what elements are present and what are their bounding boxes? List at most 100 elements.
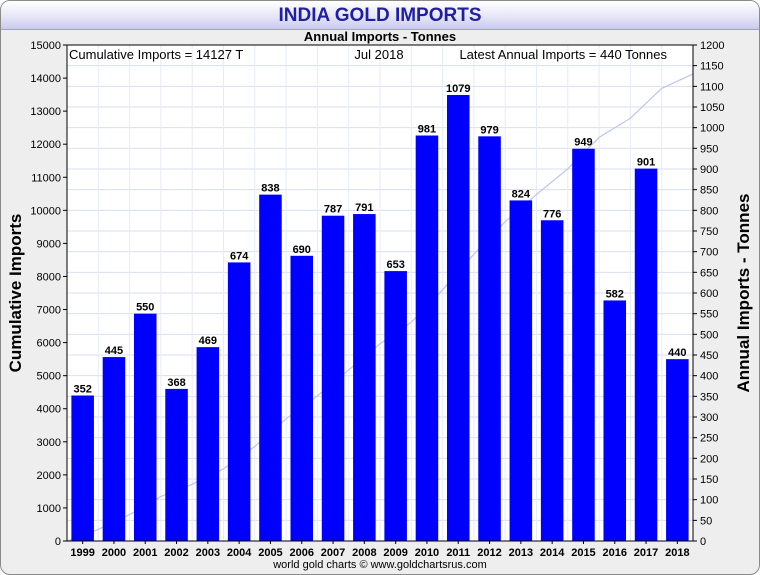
right-tick-label: 250	[700, 433, 718, 445]
bar-value-label: 690	[293, 244, 311, 256]
x-tick-label: 1999	[70, 547, 94, 559]
left-tick-label: 11000	[31, 172, 61, 184]
right-tick-label: 1000	[700, 123, 724, 135]
right-tick-label: 800	[700, 205, 718, 217]
x-tick-label: 2018	[665, 547, 689, 559]
bar-2001	[133, 313, 157, 541]
chart-footer: world gold charts © www.goldchartsrus.co…	[272, 559, 487, 571]
right-tick-label: 50	[700, 515, 712, 527]
right-tick-label: 500	[700, 329, 718, 341]
bar-2004	[227, 262, 251, 541]
x-tick-label: 2010	[415, 547, 439, 559]
y-axis-left-title: Cumulative Imports	[6, 214, 25, 373]
right-tick-label: 850	[700, 185, 718, 197]
annotation-latest: Latest Annual Imports = 440 Tonnes	[459, 47, 667, 62]
right-tick-label: 600	[700, 288, 718, 300]
right-tick-label: 950	[700, 143, 718, 155]
left-tick-label: 8000	[37, 271, 61, 283]
left-tick-label: 0	[55, 536, 61, 548]
left-tick-label: 15000	[30, 40, 61, 52]
right-tick-label: 750	[700, 226, 718, 238]
left-tick-label: 13000	[30, 106, 61, 118]
bar-value-label: 981	[418, 124, 436, 136]
bar-value-label: 1079	[446, 83, 470, 95]
right-tick-label: 200	[700, 453, 718, 465]
bar-value-label: 550	[136, 302, 154, 314]
bar-2005	[259, 194, 282, 542]
right-tick-label: 100	[700, 495, 718, 507]
bar-value-label: 824	[512, 188, 531, 200]
bar-value-label: 653	[386, 259, 404, 271]
right-tick-label: 1100	[700, 81, 724, 93]
bar-value-label: 979	[480, 124, 498, 136]
bar-value-label: 776	[543, 208, 561, 220]
right-tick-label: 650	[700, 267, 718, 279]
bar-2000	[102, 357, 126, 541]
right-tick-label: 350	[700, 391, 718, 403]
right-tick-label: 550	[700, 309, 718, 321]
x-tick-label: 2009	[383, 547, 407, 559]
bar-value-label: 838	[261, 183, 279, 195]
x-tick-label: 2004	[227, 547, 252, 559]
left-tick-label: 14000	[30, 73, 61, 85]
bar-2014	[540, 220, 564, 541]
bar-value-label: 469	[199, 335, 217, 347]
left-tick-label: 2000	[37, 470, 61, 482]
x-tick-label: 2006	[290, 547, 314, 559]
x-tick-label: 2017	[634, 547, 658, 559]
bar-value-label: 582	[606, 288, 624, 300]
x-tick-label: 2008	[352, 547, 376, 559]
bar-2002	[165, 388, 188, 541]
x-tick-label: 2012	[477, 547, 501, 559]
left-tick-label: 1000	[37, 503, 61, 515]
bar-2006	[290, 255, 314, 542]
right-tick-label: 1150	[700, 61, 724, 73]
x-tick-label: 2011	[446, 547, 470, 559]
right-tick-label: 450	[700, 350, 718, 362]
left-tick-label: 9000	[37, 238, 61, 250]
right-tick-label: 400	[700, 371, 718, 383]
bar-1999	[71, 395, 94, 541]
left-tick-label: 3000	[37, 437, 61, 449]
right-tick-label: 0	[700, 536, 706, 548]
bar-2003	[196, 347, 220, 541]
x-tick-label: 2015	[571, 547, 595, 559]
bar-2017	[634, 168, 658, 541]
right-tick-label: 150	[700, 474, 718, 486]
chart-subtitle: Annual Imports - Tonnes	[304, 29, 456, 44]
left-tick-label: 6000	[37, 338, 61, 350]
bar-2011	[446, 95, 470, 541]
x-tick-label: 2007	[321, 547, 345, 559]
bar-value-label: 440	[668, 347, 686, 359]
bar-2015	[572, 148, 595, 541]
right-tick-label: 1050	[700, 102, 724, 114]
right-tick-label: 900	[700, 164, 718, 176]
bar-value-label: 791	[355, 202, 373, 214]
left-tick-label: 5000	[37, 371, 61, 383]
left-tick-label: 7000	[37, 305, 61, 317]
bar-2013	[509, 200, 533, 541]
x-tick-label: 2002	[164, 547, 188, 559]
bar-2008	[353, 214, 376, 541]
bar-2012	[478, 136, 501, 541]
left-tick-label: 10000	[30, 205, 61, 217]
bar-2009	[384, 271, 407, 541]
x-tick-label: 2001	[133, 547, 157, 559]
x-tick-label: 2013	[509, 547, 533, 559]
right-tick-label: 300	[700, 412, 718, 424]
bar-value-label: 352	[73, 384, 91, 396]
left-tick-label: 4000	[37, 404, 61, 416]
bar-value-label: 445	[105, 345, 123, 357]
bar-2016	[603, 300, 627, 541]
bar-2007	[321, 215, 345, 541]
x-tick-label: 2014	[540, 547, 565, 559]
annotation-date: Jul 2018	[354, 47, 403, 62]
title-bar: INDIA GOLD IMPORTS	[1, 1, 759, 30]
bar-value-label: 368	[167, 377, 185, 389]
x-tick-label: 2003	[196, 547, 220, 559]
annotation-cumulative: Cumulative Imports = 14127 T	[69, 47, 243, 62]
bar-value-label: 901	[637, 157, 655, 169]
right-tick-label: 1200	[700, 40, 724, 52]
